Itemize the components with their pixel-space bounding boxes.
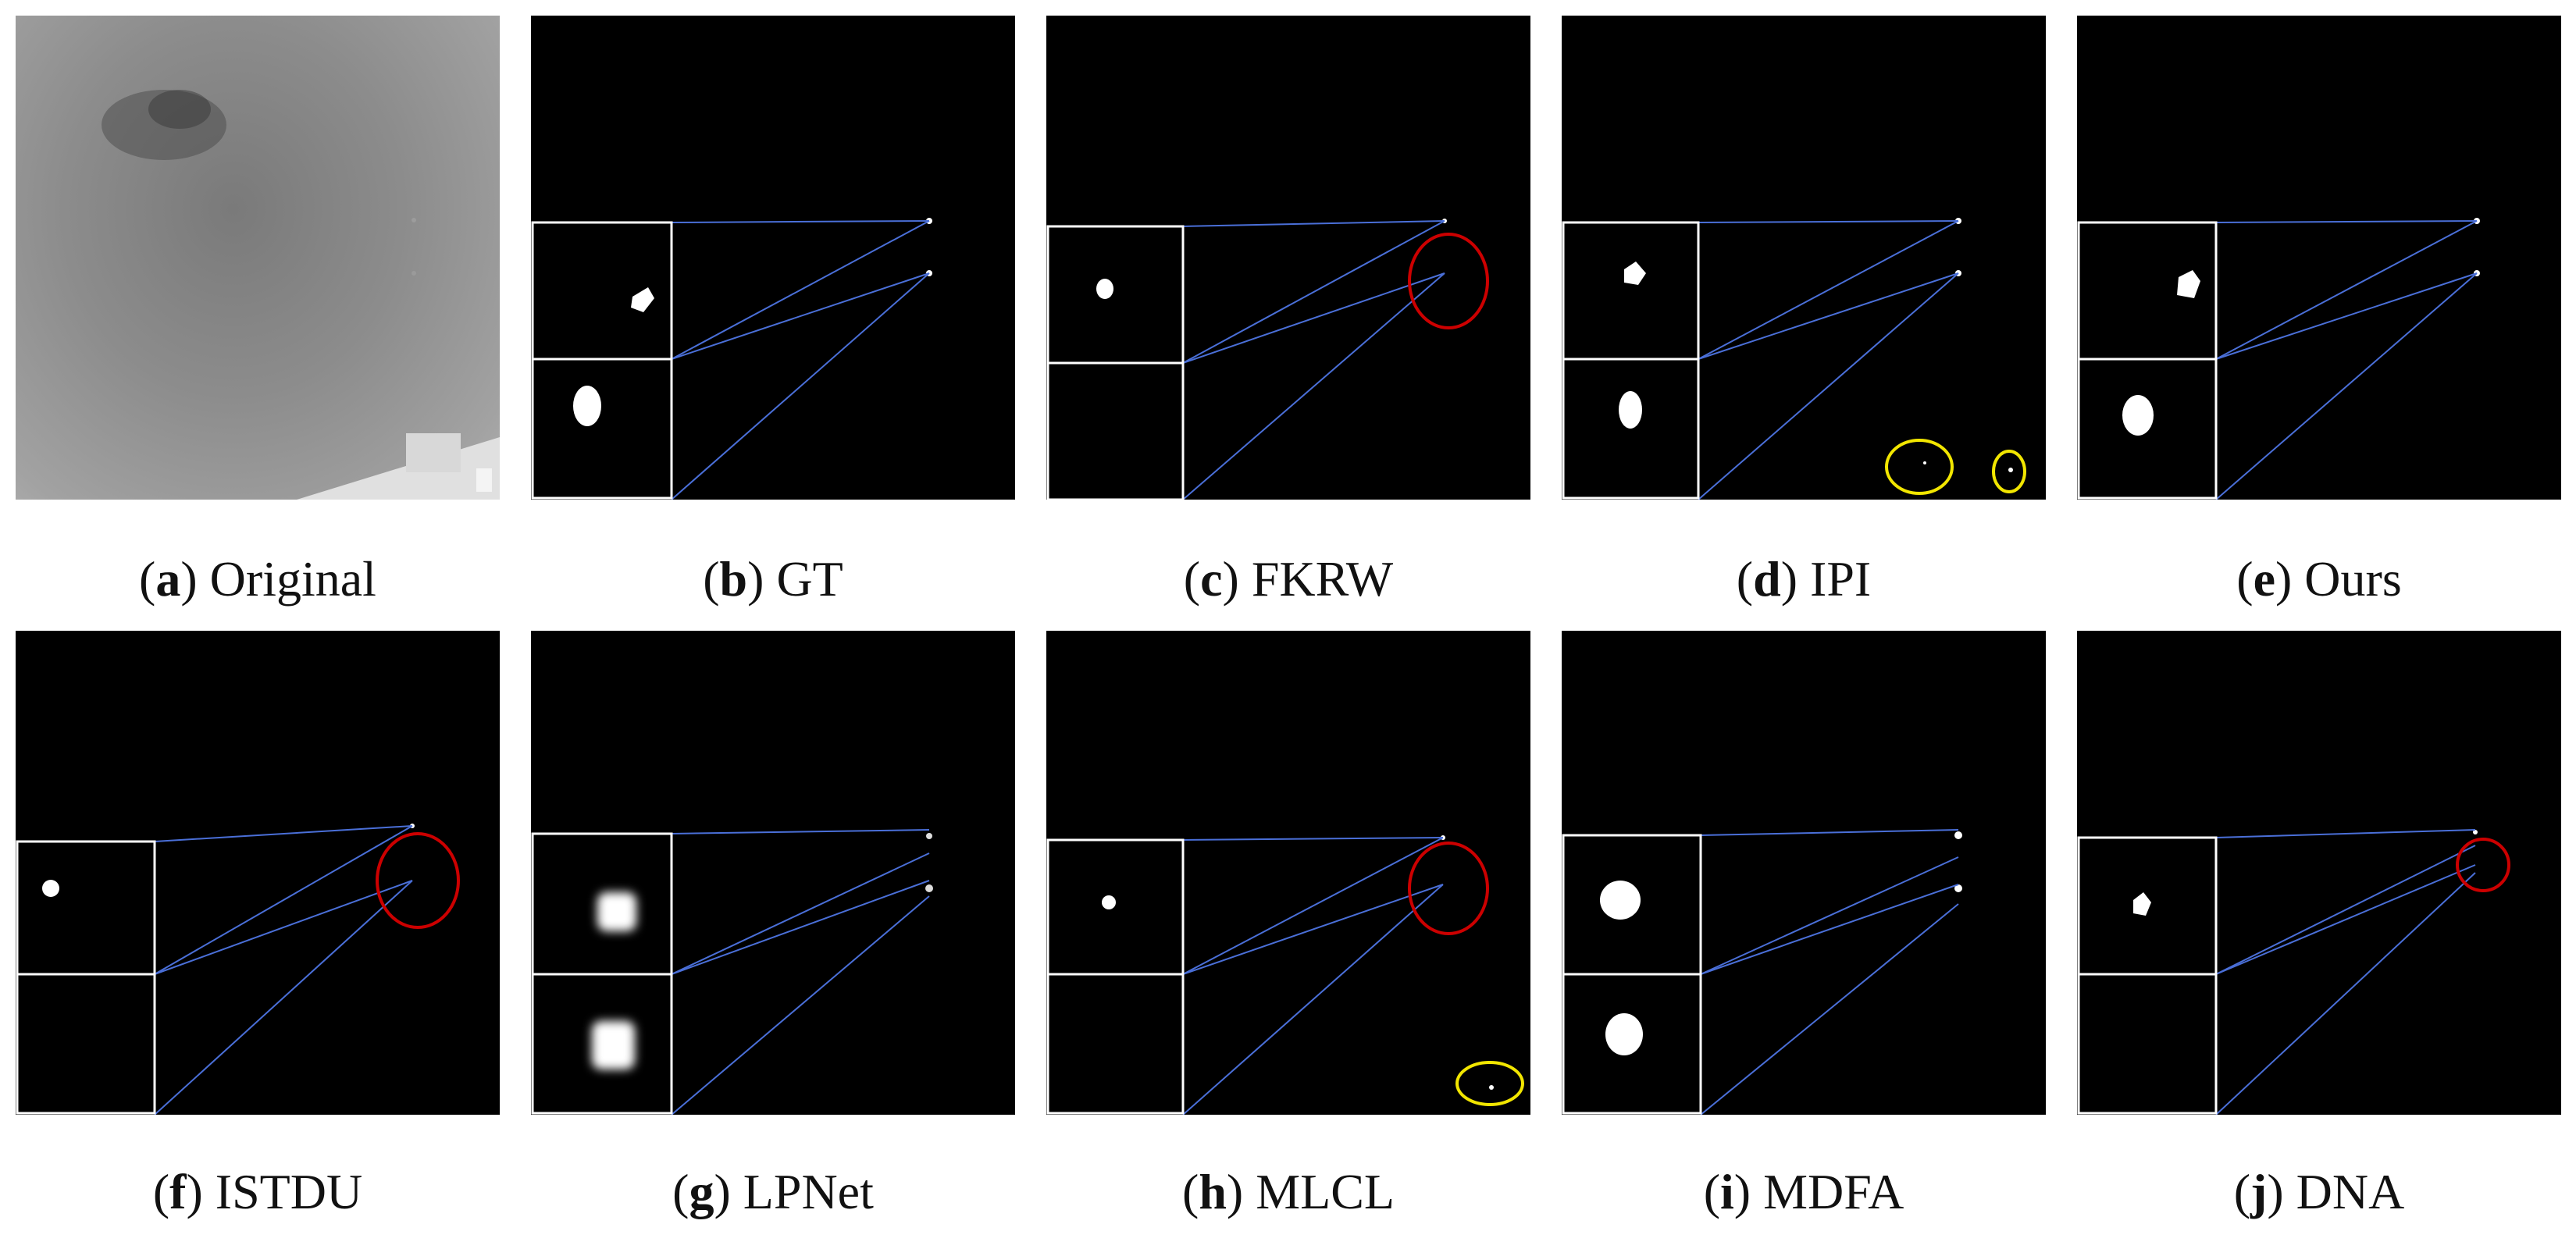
panel-ipi bbox=[1562, 16, 2046, 500]
fkrw-result bbox=[1046, 219, 1489, 500]
panel-ours bbox=[2077, 16, 2561, 500]
istdu-result bbox=[16, 824, 460, 1115]
lpnet-result bbox=[531, 829, 933, 1115]
panel-dna bbox=[2077, 631, 2561, 1115]
caption-mlcl: (h) MLCL bbox=[1182, 1164, 1395, 1219]
gt-result bbox=[531, 218, 932, 500]
caption-ipi: (d) IPI bbox=[1736, 551, 1872, 607]
original-infrared-image bbox=[102, 90, 500, 500]
caption-dna: (j) DNA bbox=[2233, 1164, 2405, 1219]
mlcl-result bbox=[1046, 835, 1524, 1115]
panel-lpnet bbox=[531, 631, 1015, 1115]
false-alarm-marker bbox=[1455, 1061, 1524, 1106]
caption-istdu: (f) ISTDU bbox=[152, 1164, 363, 1219]
panel-mdfa bbox=[1562, 631, 2046, 1115]
panel-istdu bbox=[16, 631, 500, 1115]
caption-original: (a) Original bbox=[139, 551, 376, 607]
missed-detection-marker bbox=[1408, 233, 1489, 329]
false-alarm-marker bbox=[1992, 450, 2026, 493]
missed-detection-marker bbox=[2456, 838, 2510, 892]
panel-fkrw bbox=[1046, 16, 1530, 500]
panel-original bbox=[16, 16, 500, 500]
dna-result bbox=[2077, 829, 2510, 1115]
caption-gt: (b) GT bbox=[703, 551, 843, 607]
panel-gt bbox=[531, 16, 1015, 500]
caption-lpnet: (g) LPNet bbox=[672, 1164, 874, 1219]
missed-detection-marker bbox=[1408, 842, 1489, 935]
missed-detection-marker bbox=[376, 832, 460, 929]
ours-result bbox=[2077, 218, 2480, 500]
false-alarm-marker bbox=[1885, 439, 1954, 495]
caption-fkrw: (c) FKRW bbox=[1183, 551, 1394, 607]
caption-ours: (e) Ours bbox=[2236, 551, 2402, 607]
caption-mdfa: (i) MDFA bbox=[1703, 1164, 1904, 1219]
panel-mlcl bbox=[1046, 631, 1530, 1115]
mdfa-result bbox=[1562, 829, 1962, 1115]
ipi-result bbox=[1562, 218, 2026, 500]
